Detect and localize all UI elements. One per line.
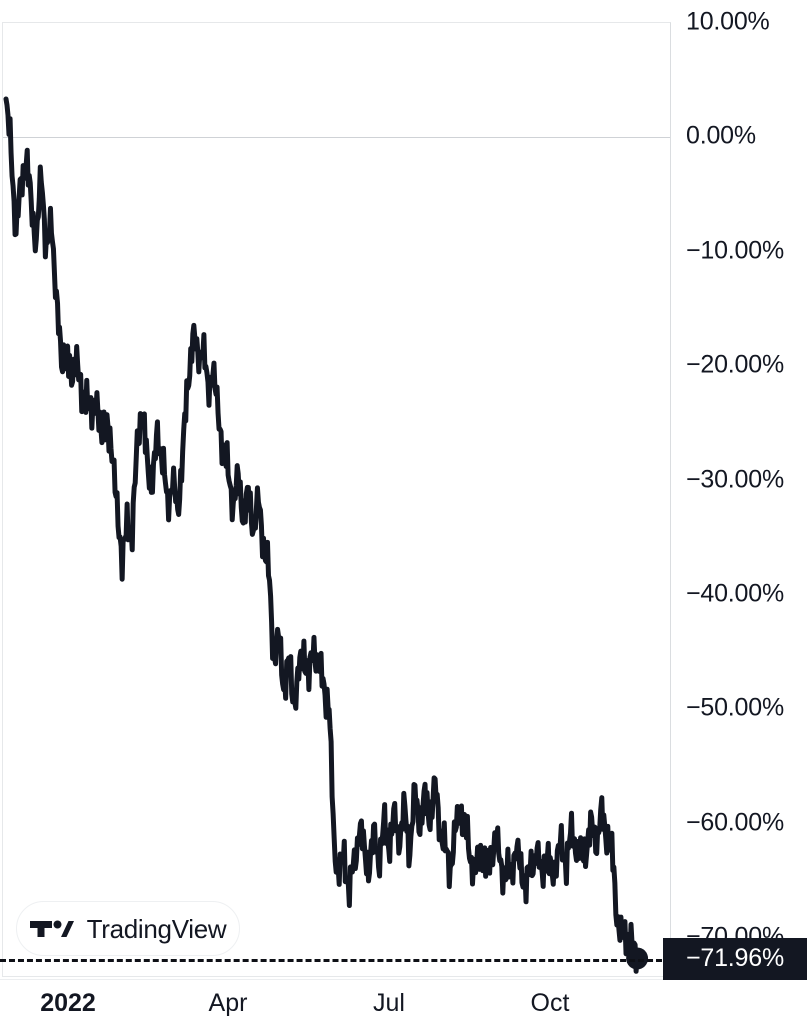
price-axis-tick: −40.00% [686, 579, 784, 608]
price-axis-tick: −20.00% [686, 350, 784, 379]
time-axis-tick: 2022 [40, 989, 96, 1017]
time-axis[interactable]: 2022 Apr Jul Oct [0, 979, 807, 1025]
series-path [3, 96, 640, 974]
price-axis-tick: −30.00% [686, 465, 784, 493]
time-axis-tick: Oct [530, 989, 570, 1017]
price-axis-tick: 10.00% [686, 7, 770, 36]
chart-plot-area[interactable] [2, 22, 671, 977]
price-axis-tick: −50.00% [686, 693, 784, 722]
current-price-badge: −71.96% [663, 938, 807, 981]
last-point-marker [626, 947, 649, 970]
time-axis-tick: Apr [208, 989, 248, 1017]
zero-gridline [3, 137, 670, 139]
price-axis-tick: −10.00% [686, 236, 784, 265]
price-axis-tick: −60.00% [686, 808, 784, 837]
price-axis[interactable]: 10.00% 0.00% −10.00% −20.00% −30.00% −40.00% −… [672, 8, 807, 977]
time-axis-tick: Jul [373, 989, 405, 1017]
price-axis-tick: 0.00% [686, 121, 756, 150]
tradingview-logo-icon [29, 920, 74, 937]
tradingview-logo-text: TradingView [86, 913, 227, 944]
current-price-dashed-line [0, 959, 671, 963]
tradingview-logo-badge[interactable]: TradingView [16, 901, 240, 956]
price-series-line [3, 96, 649, 974]
